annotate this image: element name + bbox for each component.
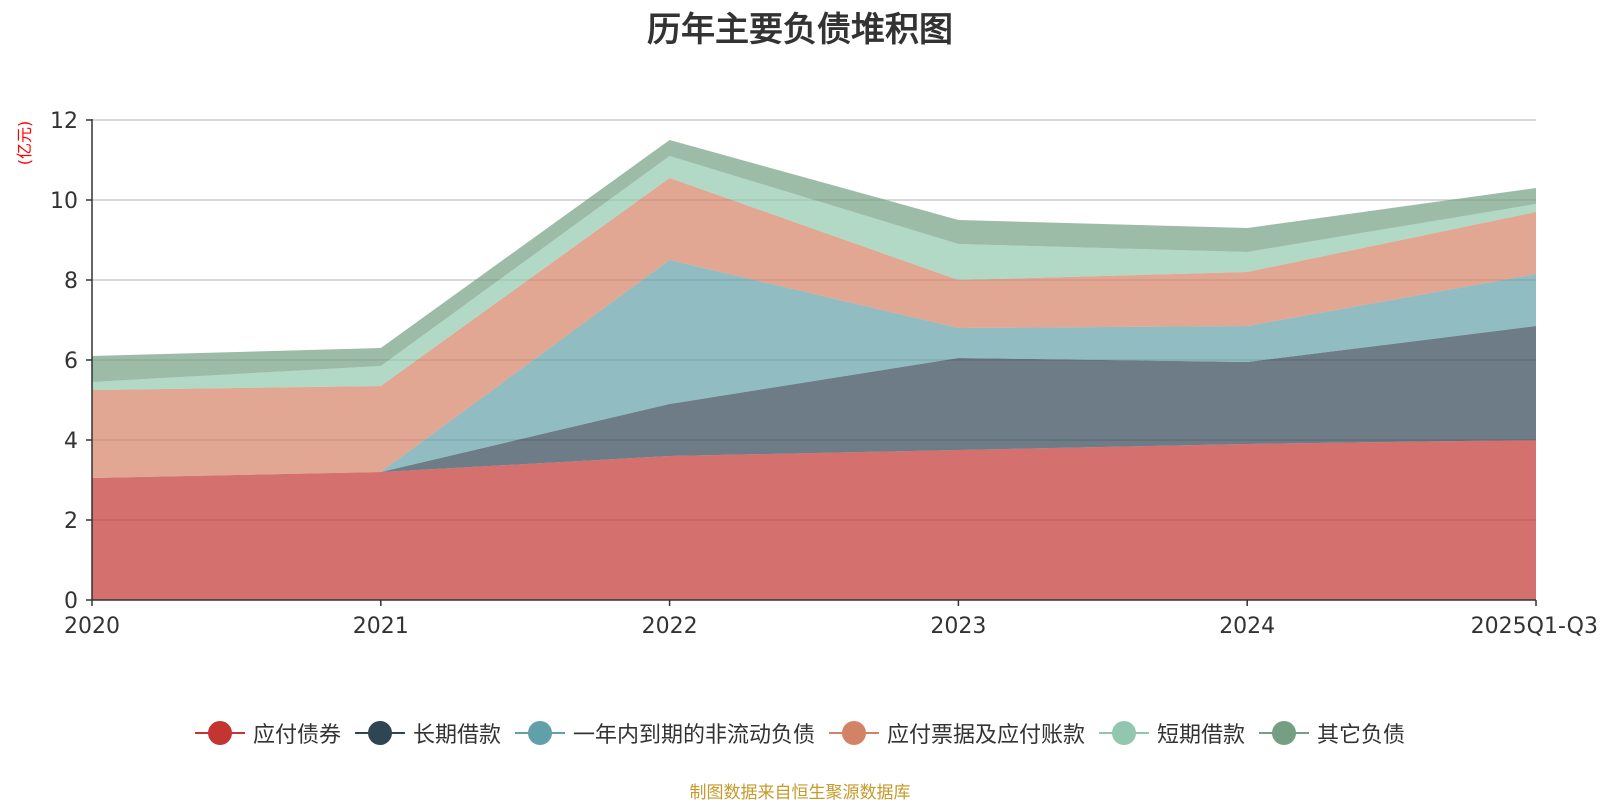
area-series-0[interactable] — [92, 440, 1536, 600]
legend-item[interactable]: 其它负债 — [1259, 717, 1405, 749]
area-series-3[interactable] — [92, 178, 1536, 478]
legend-marker-icon — [1259, 720, 1310, 746]
chart-title: 历年主要负债堆积图 — [647, 10, 953, 50]
y-tick-label: 10 — [50, 189, 78, 214]
legend-marker-icon — [1099, 720, 1150, 746]
area-series-group — [92, 140, 1536, 600]
legend-marker-icon — [354, 720, 405, 746]
legend-item[interactable]: 短期借款 — [1099, 717, 1245, 749]
legend-label: 短期借款 — [1157, 723, 1246, 748]
y-tick-label: 0 — [64, 589, 78, 614]
area-series-5[interactable] — [92, 140, 1536, 382]
x-tick-label: 2021 — [353, 614, 409, 639]
legend-marker-icon — [829, 720, 879, 746]
y-tick-label: 2 — [64, 509, 78, 534]
legend-label: 其它负债 — [1317, 723, 1406, 748]
x-tick-label: 2025Q1-Q3 — [1471, 614, 1598, 639]
legend-label: 一年内到期的非流动负债 — [572, 723, 815, 748]
y-axis-unit-label: (亿元) — [15, 121, 34, 166]
y-tick-label: 6 — [64, 349, 78, 374]
x-tick-label: 2020 — [64, 614, 120, 639]
legend-item[interactable]: 长期借款 — [354, 717, 501, 749]
legend: 应付债券 长期借款 一年内到期的非流动负债 应付票据及应付账款 短期借款 其它负债 — [0, 717, 1600, 749]
y-tick-label: 8 — [64, 269, 78, 294]
area-series-1[interactable] — [92, 326, 1536, 478]
legend-item[interactable]: 应付债券 — [194, 717, 341, 749]
source-note: 制图数据来自恒生聚源数据库 — [689, 783, 911, 803]
y-tick-label: 12 — [50, 109, 78, 134]
legend-item[interactable]: 应付票据及应付账款 — [829, 717, 1085, 749]
legend-label: 长期借款 — [412, 723, 501, 748]
y-tick-label: 4 — [64, 429, 78, 454]
x-tick-label: 2023 — [930, 614, 986, 639]
x-tick-label: 2024 — [1219, 614, 1275, 639]
chart-plot: 0 2 4 6 8 10 12 2020 2021 2022 2023 2024 2025Q1-Q3 (… — [15, 109, 1598, 639]
area-series-2[interactable] — [92, 260, 1536, 478]
legend-marker-icon — [514, 720, 565, 746]
legend-marker-icon — [194, 720, 245, 746]
axes: 0 2 4 6 8 10 12 2020 2021 2022 2023 2024 2025Q1-Q3 — [50, 109, 1598, 639]
legend-label: 应付票据及应付账款 — [887, 723, 1086, 748]
x-tick-label: 2022 — [642, 614, 698, 639]
legend-item[interactable]: 一年内到期的非流动负债 — [514, 717, 815, 749]
legend-label: 应付债券 — [252, 723, 341, 748]
area-series-4[interactable] — [92, 156, 1536, 390]
